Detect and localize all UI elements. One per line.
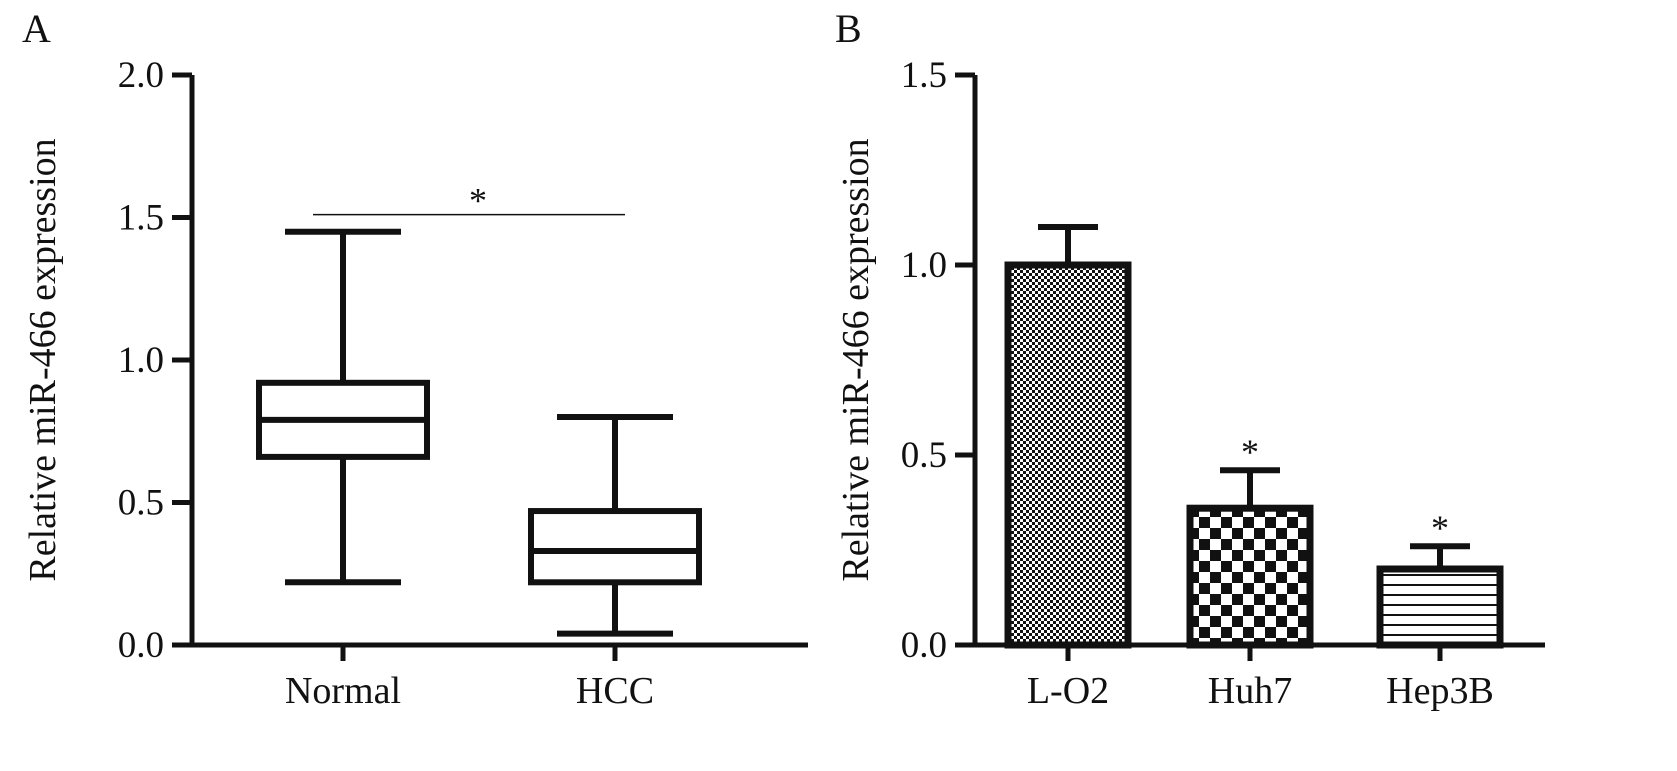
panel-a-x-tick-label: Normal bbox=[285, 670, 401, 712]
panel-b: B Relative miR-466 expression 0.0 0.5 1.0 1… bbox=[835, 6, 1545, 712]
panel-a: A Relative miR-466 expression 0.0 0.5 1.0 1… bbox=[22, 6, 808, 712]
panel-a-y-axis-label: Relative miR-466 expression bbox=[22, 138, 64, 581]
panel-b-letter: B bbox=[835, 6, 862, 51]
panel-b-y-tick-label: 1.0 bbox=[901, 245, 947, 286]
panel-b-x-tick-label: Huh7 bbox=[1208, 670, 1292, 712]
panel-a-x-tick-label: HCC bbox=[576, 670, 654, 712]
bar bbox=[1004, 261, 1132, 649]
panel-a-y-tick-label: 1.0 bbox=[118, 340, 164, 381]
panel-b-y-tick-label: 1.5 bbox=[901, 55, 947, 96]
panel-a-y-tick-label: 2.0 bbox=[118, 55, 164, 96]
bar-significance-star: * bbox=[1431, 508, 1449, 548]
bar bbox=[1186, 504, 1314, 649]
panel-a-y-tick-label: 0.5 bbox=[118, 483, 164, 524]
panel-b-y-axis-label: Relative miR-466 expression bbox=[835, 138, 877, 581]
bar bbox=[1376, 565, 1504, 649]
bar-significance-star: * bbox=[1241, 432, 1259, 472]
panel-a-letter: A bbox=[22, 6, 51, 51]
panel-a-y-tick-label: 1.5 bbox=[118, 198, 164, 239]
panel-b-x-tick-label: Hep3B bbox=[1386, 670, 1494, 712]
box-iqr bbox=[528, 508, 702, 586]
panel-b-y-tick-label: 0.0 bbox=[901, 625, 947, 666]
significance-star: * bbox=[469, 181, 487, 221]
panel-a-y-tick-label: 0.0 bbox=[118, 625, 164, 666]
panel-b-y-tick-label: 0.5 bbox=[901, 435, 947, 476]
panel-b-x-tick-label: L-O2 bbox=[1027, 670, 1109, 712]
